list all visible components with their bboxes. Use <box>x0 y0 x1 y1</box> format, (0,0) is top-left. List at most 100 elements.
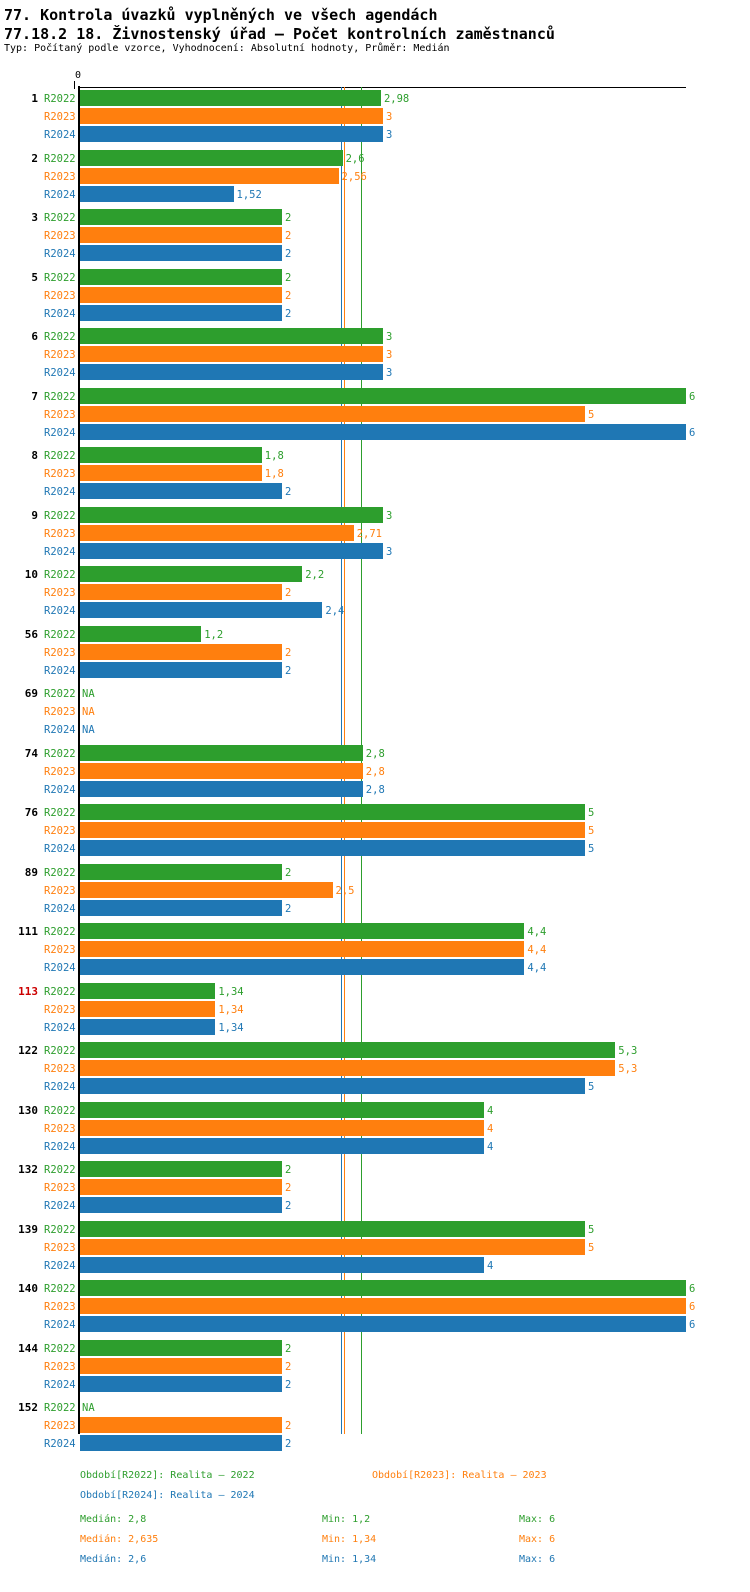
bar[interactable] <box>80 762 363 779</box>
bar[interactable] <box>80 602 323 618</box>
bar[interactable] <box>80 465 262 481</box>
legend-max-value: Max: 6 <box>519 1554 556 1565</box>
bar[interactable] <box>80 881 333 898</box>
bar[interactable] <box>80 364 383 380</box>
series-label-r2024: R2024 <box>44 724 76 736</box>
bar[interactable] <box>80 268 282 285</box>
bar[interactable] <box>80 405 585 422</box>
bar[interactable] <box>80 1119 484 1136</box>
bar[interactable] <box>80 286 282 303</box>
bar[interactable] <box>80 1078 585 1094</box>
bar[interactable] <box>80 1000 216 1017</box>
bar[interactable] <box>80 1220 585 1237</box>
bar[interactable] <box>80 780 363 797</box>
group-index-label: 2 <box>31 151 38 165</box>
bar[interactable] <box>80 149 343 166</box>
group-index-label: 111 <box>18 925 38 938</box>
bar[interactable] <box>80 625 202 642</box>
bar[interactable] <box>80 447 262 463</box>
bar[interactable] <box>80 506 383 523</box>
bar[interactable] <box>80 1339 282 1356</box>
bar[interactable] <box>80 959 525 975</box>
series-label-r2022: R2022 <box>44 688 76 700</box>
bar[interactable] <box>80 566 303 582</box>
bar[interactable] <box>80 328 383 344</box>
bar[interactable] <box>80 643 282 660</box>
series-label-r2023: R2023 <box>44 706 76 718</box>
bar[interactable] <box>80 387 686 404</box>
bar-value-label: 1,8 <box>264 450 284 462</box>
bar[interactable] <box>80 744 363 761</box>
bar[interactable] <box>80 1417 282 1433</box>
bar[interactable] <box>80 346 383 362</box>
bar-value-label: 6 <box>689 1319 696 1331</box>
bar[interactable] <box>80 1161 282 1177</box>
bar[interactable] <box>80 245 282 261</box>
group-index-label: 7 <box>31 389 38 403</box>
bar[interactable] <box>80 483 282 499</box>
group-index-label: 76 <box>24 806 38 819</box>
bar[interactable] <box>80 1280 686 1296</box>
group-index-label: 74 <box>24 746 38 760</box>
bar[interactable] <box>80 923 525 939</box>
bar-value-label: 1,34 <box>218 1003 244 1016</box>
bar[interactable] <box>80 423 686 440</box>
bar-value-label: 2 <box>285 486 292 498</box>
bar-value-label: 2 <box>285 1342 292 1355</box>
bar[interactable] <box>80 108 383 124</box>
bar[interactable] <box>80 304 282 321</box>
bar[interactable] <box>80 1060 616 1076</box>
bar[interactable] <box>80 941 525 957</box>
bar[interactable] <box>80 899 282 916</box>
group-index-label: 5 <box>31 270 38 284</box>
bar[interactable] <box>80 822 585 838</box>
bar[interactable] <box>80 126 383 142</box>
axis-top-line <box>78 87 686 88</box>
bar[interactable] <box>80 90 381 106</box>
bar[interactable] <box>80 1018 216 1035</box>
bar[interactable] <box>80 1435 282 1451</box>
bar[interactable] <box>80 1357 282 1374</box>
bar[interactable] <box>80 1179 282 1195</box>
bar[interactable] <box>80 185 234 202</box>
series-label-r2022: R2022 <box>44 1104 76 1117</box>
bar[interactable] <box>80 1197 282 1213</box>
bar[interactable] <box>80 1238 585 1255</box>
series-label-r2023: R2023 <box>44 944 76 956</box>
bar[interactable] <box>80 1256 484 1273</box>
group-index-label: 56 <box>24 627 38 641</box>
bar[interactable] <box>80 227 282 243</box>
group-index-label: 1 <box>31 92 38 105</box>
bar[interactable] <box>80 840 585 856</box>
bar[interactable] <box>80 1042 616 1058</box>
bar-value-label: 2 <box>285 1200 292 1212</box>
bar[interactable] <box>80 524 354 541</box>
bar[interactable] <box>80 804 585 820</box>
bar-value-label: 5 <box>588 807 595 819</box>
series-label-r2024: R2024 <box>44 1319 76 1331</box>
bar[interactable] <box>80 584 282 600</box>
bar[interactable] <box>80 167 339 184</box>
bar-value-label: 4,4 <box>527 926 547 938</box>
bar-value-label: 5 <box>588 1081 595 1093</box>
bar[interactable] <box>80 1316 686 1332</box>
bar[interactable] <box>80 209 282 225</box>
legend-max-value: Max: 6 <box>519 1534 556 1545</box>
series-label-r2024: R2024 <box>44 1140 76 1153</box>
series-label-r2024: R2024 <box>44 783 76 796</box>
legend-item-r2023: Období[R2023]: Realita – 2023 <box>372 1470 547 1481</box>
bar[interactable] <box>80 1137 484 1154</box>
bar-value-label: 3 <box>386 111 393 123</box>
bar-value-label: 1,2 <box>204 628 224 641</box>
bar-value-na: NA <box>82 688 95 700</box>
bar[interactable] <box>80 1298 686 1314</box>
bar-value-label: 6 <box>689 426 696 439</box>
bar[interactable] <box>80 1101 484 1118</box>
bar[interactable] <box>80 982 216 999</box>
bar[interactable] <box>80 542 383 559</box>
bar-value-label: 3 <box>386 331 393 343</box>
bar[interactable] <box>80 863 282 880</box>
bar[interactable] <box>80 661 282 678</box>
series-label-r2022: R2022 <box>44 331 76 343</box>
bar[interactable] <box>80 1375 282 1392</box>
